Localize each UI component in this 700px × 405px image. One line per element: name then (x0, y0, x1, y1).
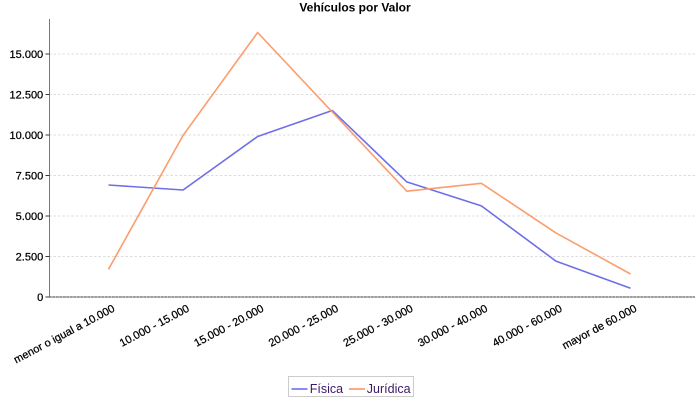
svg-text:7.500: 7.500 (16, 171, 44, 183)
svg-text:12.500: 12.500 (10, 90, 44, 102)
svg-text:2.500: 2.500 (16, 252, 44, 264)
svg-text:Jurídica: Jurídica (367, 382, 411, 396)
svg-text:5.000: 5.000 (16, 211, 44, 223)
svg-text:Vehículos por Valor: Vehículos por Valor (299, 1, 411, 15)
svg-text:Física: Física (310, 382, 343, 396)
svg-text:10.000: 10.000 (10, 130, 44, 142)
svg-text:0: 0 (37, 292, 43, 304)
svg-text:15.000: 15.000 (10, 49, 44, 61)
